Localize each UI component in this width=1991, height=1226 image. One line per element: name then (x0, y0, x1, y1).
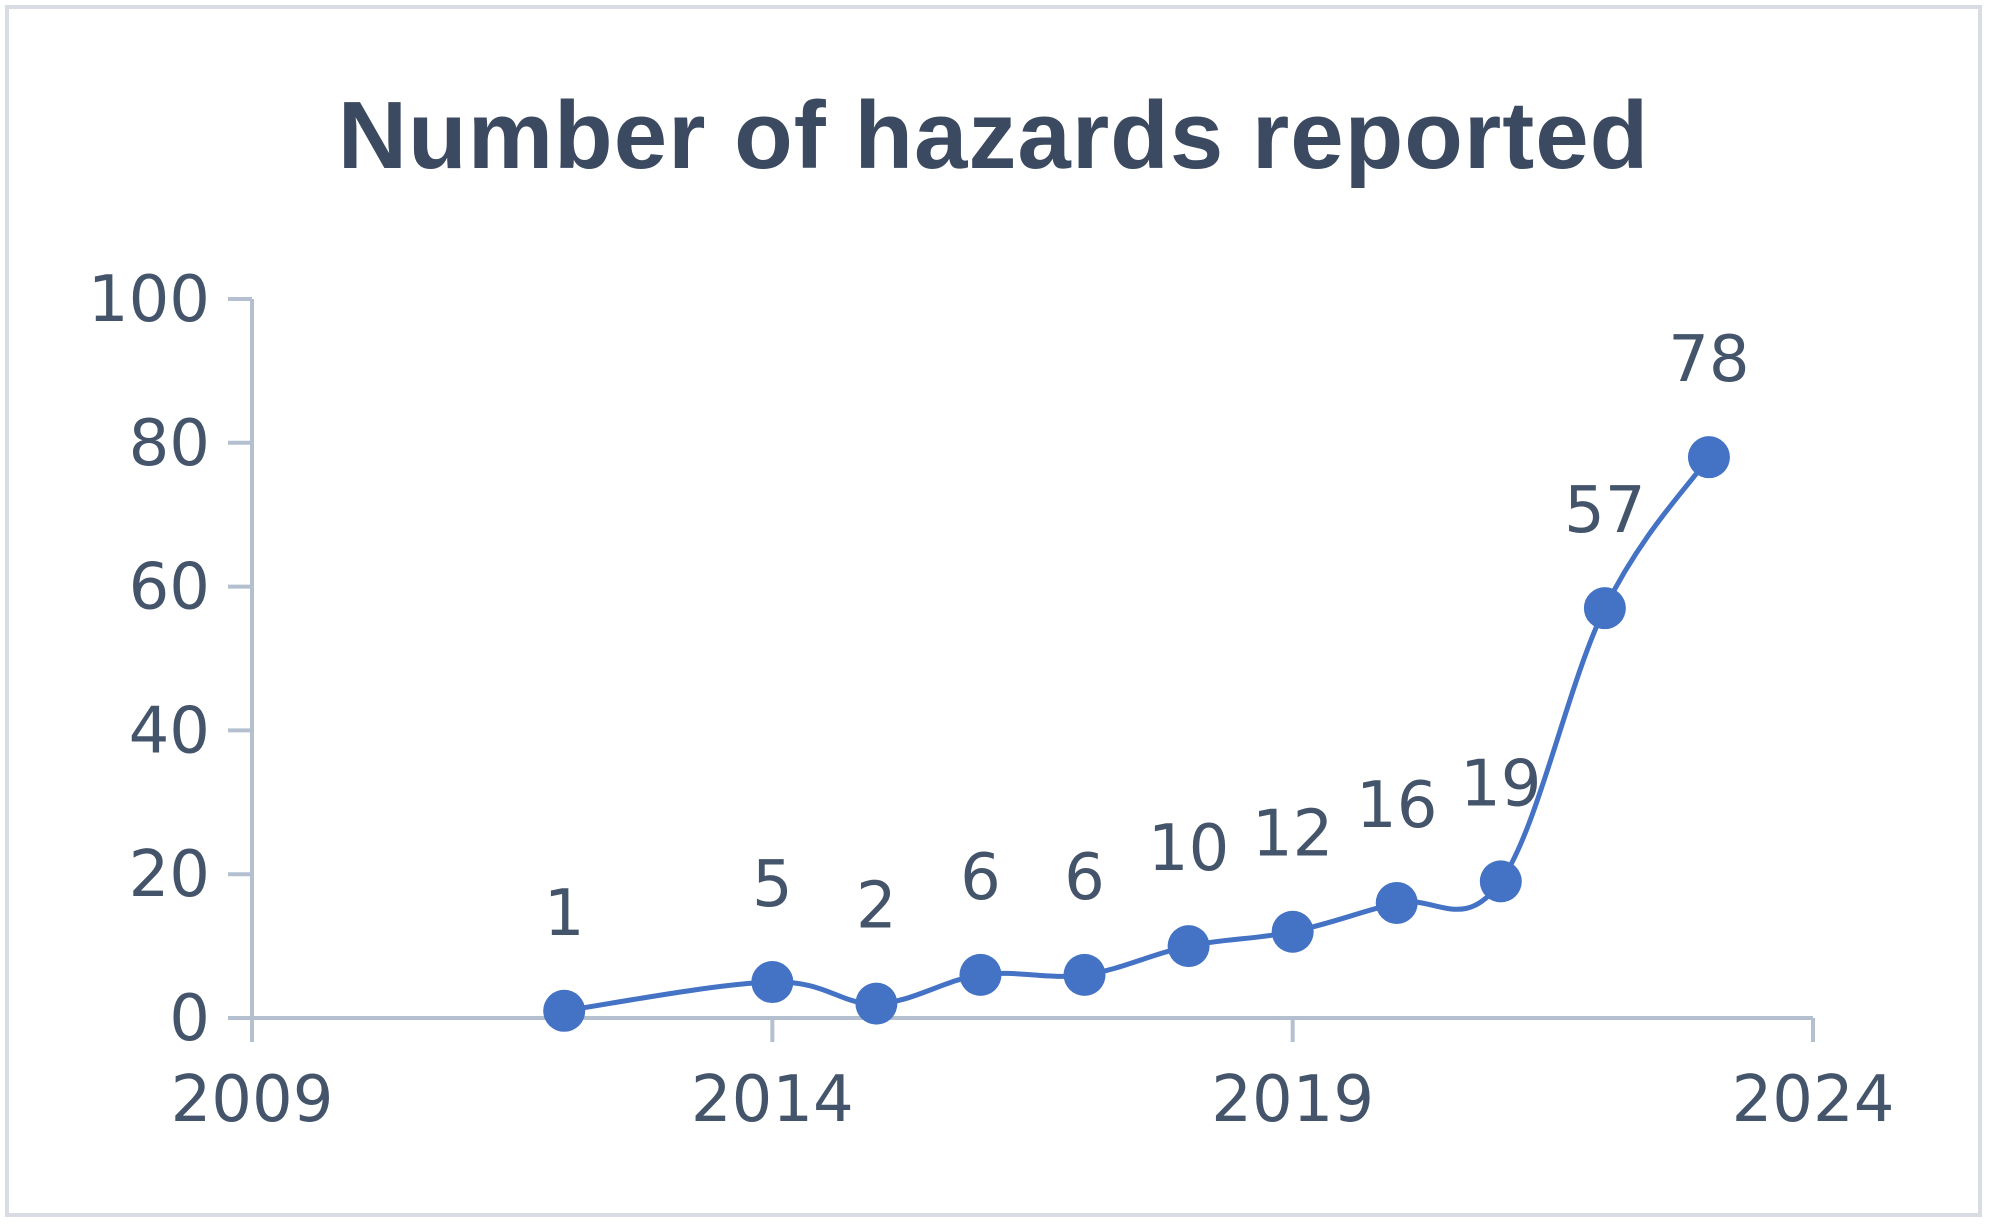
data-point (1167, 925, 1210, 968)
y-tick-label: 80 (129, 407, 210, 481)
data-label: 10 (1148, 812, 1229, 886)
data-point (1271, 910, 1314, 953)
data-label: 16 (1356, 769, 1437, 843)
chart-title: Number of hazards reported (337, 82, 1650, 189)
data-label: 19 (1460, 747, 1541, 821)
data-label: 1 (544, 877, 585, 951)
y-tick-label: 40 (129, 694, 210, 768)
x-tick-label: 2019 (1211, 1063, 1374, 1137)
data-label: 5 (752, 848, 793, 922)
y-tick-label: 0 (169, 982, 210, 1056)
y-tick-label: 100 (88, 263, 210, 337)
x-tick-label: 2014 (691, 1063, 854, 1137)
data-point (1687, 436, 1730, 479)
data-point (1479, 860, 1522, 903)
x-tick-label: 2024 (1732, 1063, 1895, 1137)
data-point (1063, 953, 1106, 996)
data-label: 6 (1064, 841, 1105, 915)
data-label: 78 (1668, 323, 1749, 397)
y-tick-label: 20 (129, 838, 210, 912)
data-point (855, 982, 898, 1025)
x-tick-label: 2009 (171, 1063, 334, 1137)
data-point (751, 961, 794, 1004)
data-point (1375, 881, 1418, 924)
chart-frame: Number of hazards reported (5, 5, 1982, 1217)
data-point (959, 953, 1002, 996)
data-label: 2 (856, 870, 897, 944)
y-tick-label: 60 (129, 551, 210, 625)
series-line (563, 455, 1711, 1014)
data-label: 6 (960, 841, 1001, 915)
data-point (1583, 587, 1626, 630)
data-label: 12 (1252, 798, 1333, 872)
data-point (543, 989, 586, 1032)
data-label: 57 (1564, 474, 1645, 548)
